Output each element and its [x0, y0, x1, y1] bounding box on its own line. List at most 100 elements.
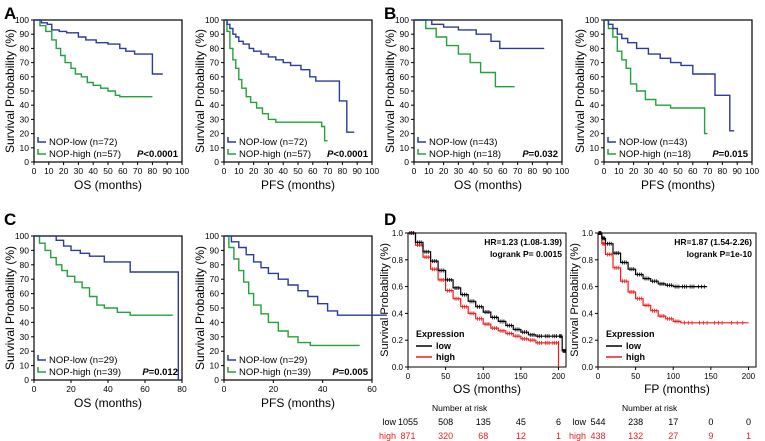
- x-tick-label-b-os: 30: [454, 166, 464, 176]
- y-tick-label-c-pfs: 60: [210, 289, 220, 299]
- risk-low-value-d-os: 508: [438, 417, 453, 427]
- risk-high-value-d-os: 871: [400, 431, 415, 441]
- km-curve-nop-low-a-os: [34, 19, 163, 75]
- legend-title-d-os: Expression: [416, 329, 465, 339]
- panel-label-b: B: [384, 4, 396, 23]
- legend-label-high-b-os: NOP-high (n=18): [429, 149, 501, 160]
- kmplotter-d-os: 0.0 0.2 0.4 0.6 0.8 1.0 0 50 100 150 200 OS (months…: [379, 229, 567, 441]
- x-tick-label-b-pfs: 40: [658, 166, 668, 176]
- x-tick-label-a-pfs: 0: [222, 166, 227, 176]
- y-tick-label-a-pfs: 40: [210, 100, 220, 110]
- x-tick-label-b-os: 70: [513, 166, 523, 176]
- risk-high-value-d-fp: 438: [590, 431, 605, 441]
- km-curve-nop-high-b-pfs: [604, 19, 708, 135]
- y-tick-label-a-pfs: 50: [210, 86, 220, 96]
- y-axis-label-d-fp: Survival Probability (%): [569, 243, 581, 357]
- y-axis-label-b-pfs: Survival Probability (%): [573, 29, 587, 153]
- y-tick-label-a-os: 70: [20, 58, 30, 68]
- x-tick-label-d-fp: 50: [631, 372, 640, 381]
- x-tick-label-a-os: 0: [32, 166, 37, 176]
- km-curve-nop-high-c-os: [34, 235, 173, 316]
- y-axis-label-b-os: Survival Probability (%): [383, 29, 397, 153]
- stats-hr-d-fp: HR=1.87 (1.54-2.26): [674, 237, 752, 247]
- p-value-c-os: P=0.012: [142, 367, 178, 378]
- y-tick-label-c-pfs: 40: [210, 317, 220, 327]
- risk-low-value-d-os: 135: [476, 417, 491, 427]
- y-tick-label-c-pfs: 10: [210, 361, 220, 371]
- y-tick-label-c-os: 90: [20, 245, 30, 255]
- x-tick-label-d-fp: 0: [596, 372, 601, 381]
- y-tick-label-c-os: 30: [20, 332, 30, 342]
- x-tick-label-c-pfs: 20: [269, 384, 279, 394]
- risk-high-value-d-os: 320: [438, 431, 453, 441]
- x-tick-label-a-os: 80: [148, 166, 158, 176]
- risk-low-value-d-fp: 238: [628, 417, 643, 427]
- y-tick-label-b-pfs: 50: [590, 86, 600, 96]
- y-tick-label-d-os: 0.6: [392, 283, 404, 292]
- x-tick-label-a-pfs: 50: [293, 166, 303, 176]
- y-tick-label-c-pfs: 90: [210, 245, 220, 255]
- panel-label-a: A: [4, 4, 16, 23]
- y-tick-label-b-pfs: 90: [590, 29, 600, 39]
- y-tick-label-c-os: 0: [24, 375, 29, 385]
- x-tick-label-b-os: 80: [528, 166, 538, 176]
- x-tick-label-a-pfs: 70: [323, 166, 333, 176]
- legend-swatch-low-a-os: [37, 137, 46, 143]
- x-axis-label-a-pfs: PFS (months): [261, 178, 335, 192]
- km-curve-high-d-os: [408, 232, 560, 367]
- legend-swatch-high-b-os: [417, 149, 426, 155]
- y-tick-label-c-pfs: 50: [210, 303, 220, 313]
- y-axis-label-d-os: Survival Probability (%): [379, 243, 391, 357]
- risk-low-value-d-os: 1055: [398, 417, 418, 427]
- y-tick-label-d-os: 0.4: [392, 309, 404, 318]
- y-tick-label-b-pfs: 0: [594, 157, 599, 167]
- y-tick-label-b-pfs: 30: [590, 114, 600, 124]
- y-tick-label-a-os: 20: [20, 129, 30, 139]
- x-tick-label-a-pfs: 30: [264, 166, 274, 176]
- x-axis-label-d-fp: FP (months): [644, 382, 710, 396]
- km-curve-nop-high-a-pfs: [224, 19, 328, 142]
- x-tick-label-a-os: 60: [118, 166, 128, 176]
- legend-swatch-high-c-os: [37, 367, 46, 373]
- x-tick-label-c-os: 60: [140, 384, 150, 394]
- km-curve-high-d-fp: [598, 232, 749, 324]
- x-tick-label-b-pfs: 70: [703, 166, 713, 176]
- y-axis-label-a-pfs: Survival Probability (%): [193, 29, 207, 153]
- p-value-a-os: P<0.0001: [137, 149, 179, 160]
- km-curve-nop-low-b-os: [414, 19, 545, 50]
- x-tick-label-a-os: 50: [103, 166, 113, 176]
- y-tick-label-d-os: 1.0: [392, 229, 404, 238]
- risk-high-value-d-fp: 1: [746, 431, 751, 441]
- y-tick-label-a-pfs: 70: [210, 58, 220, 68]
- x-tick-label-c-os: 20: [66, 384, 76, 394]
- risk-high-label-d-os: high: [379, 431, 396, 441]
- risk-high-value-d-fp: 27: [668, 431, 678, 441]
- y-tick-label-a-pfs: 0: [214, 157, 219, 167]
- legend-swatch-low-b-os: [417, 137, 426, 143]
- y-tick-label-c-os: 40: [20, 317, 30, 327]
- panel-label-c: C: [4, 210, 16, 229]
- legend-label-low-b-os: NOP-low (n=43): [429, 137, 497, 148]
- legend-label-low-c-pfs: NOP-low (n=29): [239, 355, 307, 366]
- y-tick-label-c-os: 50: [20, 303, 30, 313]
- legend-label-high-c-pfs: NOP-high (n=39): [239, 367, 311, 378]
- risk-low-value-d-os: 6: [556, 417, 561, 427]
- y-tick-label-a-pfs: 60: [210, 72, 220, 82]
- stats-hr-d-os: HR=1.23 (1.08-1.39): [484, 237, 562, 247]
- y-tick-label-b-pfs: 70: [590, 58, 600, 68]
- x-tick-label-b-os: 40: [468, 166, 478, 176]
- p-value-b-os: P=0.032: [522, 149, 558, 160]
- y-tick-label-b-os: 70: [400, 58, 410, 68]
- legend-label-low-b-pfs: NOP-low (n=43): [619, 137, 687, 148]
- km-plot-c-os: 0 10 20 30 40 50 60 70 80 90 100 0 20 40 60 80 OS (month…: [3, 231, 187, 410]
- x-tick-label-a-os: 40: [88, 166, 98, 176]
- y-tick-label-b-os: 10: [400, 143, 410, 153]
- legend-label-low-d-os: low: [436, 341, 452, 351]
- x-tick-label-b-pfs: 100: [745, 166, 759, 176]
- x-tick-label-a-os: 10: [44, 166, 54, 176]
- legend-label-low-d-fp: low: [626, 341, 642, 351]
- x-axis-label-c-os: OS (months): [74, 396, 142, 410]
- y-tick-label-a-pfs: 100: [205, 15, 219, 25]
